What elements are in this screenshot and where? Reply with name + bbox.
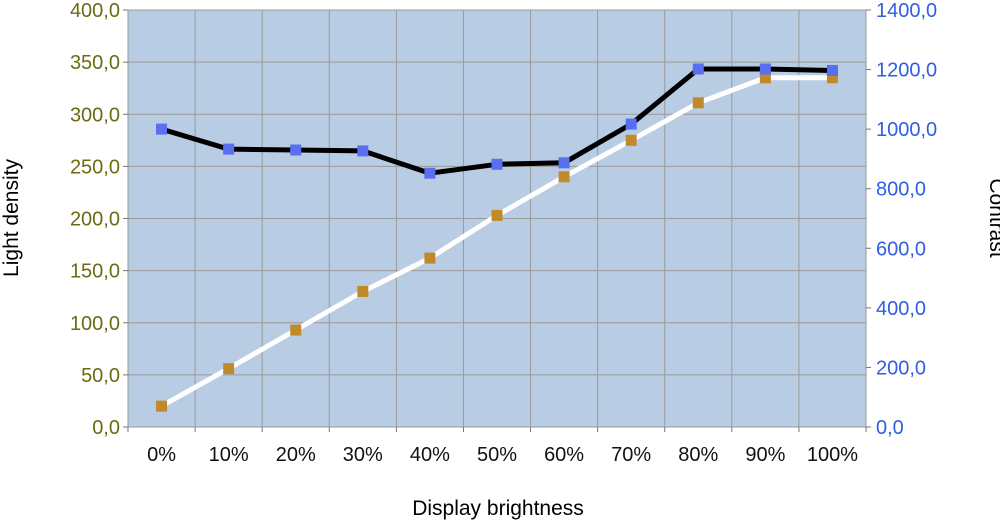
- data-point: [692, 63, 704, 75]
- right-tick-label: 0,0: [876, 417, 904, 439]
- y2-axis-label: Contrast: [985, 178, 1000, 258]
- left-tick-label: 300,0: [70, 104, 120, 126]
- x-tick-label: 40%: [410, 444, 450, 466]
- left-tick-label: 350,0: [70, 52, 120, 74]
- right-tick-label: 400,0: [876, 298, 926, 320]
- data-point: [692, 97, 704, 109]
- right-tick-label: 1400,0: [876, 0, 937, 22]
- left-tick-label: 200,0: [70, 209, 120, 231]
- data-point: [357, 145, 369, 157]
- right-tick-label: 600,0: [876, 238, 926, 260]
- right-tick-label: 1200,0: [876, 60, 937, 82]
- data-point: [357, 285, 369, 297]
- data-point: [558, 171, 570, 183]
- y-axis-label: Light density: [0, 159, 23, 277]
- data-point: [826, 64, 838, 76]
- x-tick-label: 100%: [807, 444, 858, 466]
- left-tick-label: 400,0: [70, 0, 120, 22]
- data-point: [424, 252, 436, 264]
- data-point: [156, 123, 168, 135]
- x-tick-label: 10%: [209, 444, 249, 466]
- data-point: [759, 72, 771, 84]
- x-tick-label: 50%: [477, 444, 517, 466]
- data-point: [826, 72, 838, 84]
- left-tick-label: 0,0: [92, 417, 120, 439]
- x-axis-ticks: 0% 10% 20% 30% 40% 50% 60% 70% 80% 90% 100%: [147, 444, 858, 466]
- x-tick-label: 80%: [678, 444, 718, 466]
- x-tick-label: 20%: [276, 444, 316, 466]
- x-tick-label: 30%: [343, 444, 383, 466]
- series-group: [156, 63, 838, 412]
- data-point: [290, 324, 302, 336]
- left-tick-label: 250,0: [70, 156, 120, 178]
- right-tick-label: 1000,0: [876, 119, 937, 141]
- right-tick-label: 800,0: [876, 179, 926, 201]
- left-tick-label: 100,0: [70, 313, 120, 335]
- x-axis-label: Display brightness: [412, 497, 584, 520]
- left-tick-label: 150,0: [70, 261, 120, 283]
- data-point: [223, 143, 235, 155]
- left-tick-label: 50,0: [81, 365, 120, 387]
- data-point: [491, 209, 503, 221]
- data-point: [290, 144, 302, 156]
- data-point: [759, 63, 771, 75]
- x-tick-label: 0%: [147, 444, 176, 466]
- x-tick-label: 60%: [544, 444, 584, 466]
- data-point: [558, 157, 570, 169]
- data-point: [223, 363, 235, 375]
- data-point: [491, 158, 503, 170]
- data-point: [625, 118, 637, 130]
- right-tick-label: 200,0: [876, 357, 926, 379]
- data-point: [156, 400, 168, 412]
- data-point: [625, 134, 637, 146]
- data-point: [424, 167, 436, 179]
- x-tick-label: 90%: [745, 444, 785, 466]
- right-axis-ticks: 0,0 200,0 400,0 600,0 800,0 1000,0 1200,0 1400,…: [876, 0, 937, 439]
- x-tick-label: 70%: [611, 444, 651, 466]
- left-axis-ticks: 0,0 50,0 100,0 150,0 200,0 250,0 300,0 350,0 400…: [70, 0, 120, 439]
